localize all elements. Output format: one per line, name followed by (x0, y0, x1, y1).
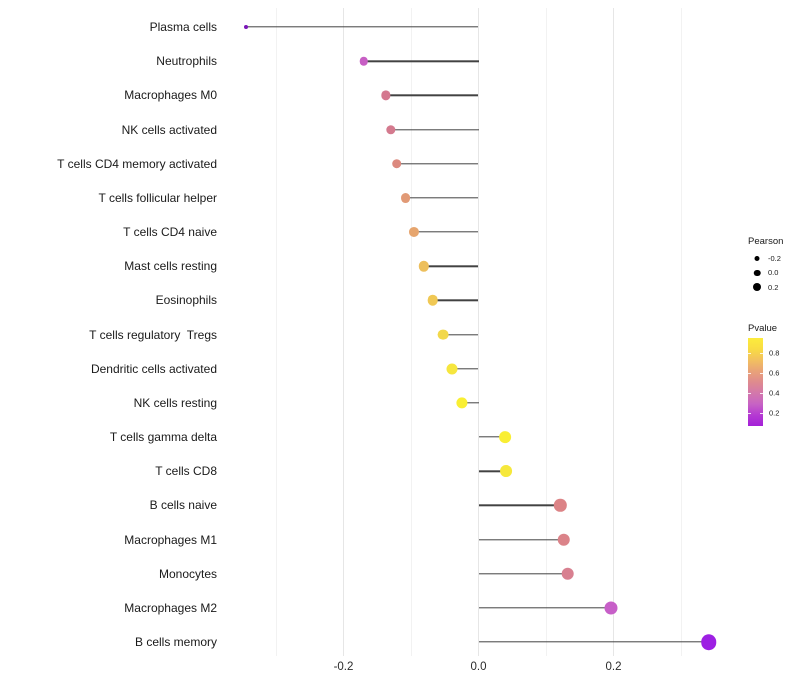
y-axis-label: NK cells activated (121, 122, 217, 137)
data-point (446, 363, 458, 375)
data-point (381, 90, 391, 100)
pearson-legend-entry: -0.2 (748, 251, 783, 266)
legend-size-dot (754, 255, 760, 261)
gridline (275, 8, 277, 656)
data-point (244, 25, 249, 29)
pvalue-tick-mark (760, 373, 763, 374)
y-axis-label: T cells regulatory Tregs (89, 327, 217, 342)
data-point (557, 533, 570, 546)
y-axis-label: Dendritic cells activated (90, 361, 217, 376)
y-axis-label: T cells follicular helper (98, 190, 218, 205)
pvalue-tick-label: 0.4 (769, 388, 780, 398)
y-axis-label: T cells gamma delta (109, 430, 217, 445)
data-point (418, 260, 430, 272)
pvalue-tick-mark (760, 413, 763, 414)
legend-size-label: 0.2 (768, 282, 779, 292)
pearson-legend-title: Pearson (748, 236, 784, 247)
pearson-legend-entries: -0.2 0.0 0.2 (748, 251, 783, 295)
data-point (359, 56, 368, 66)
pvalue-color-legend: Pvalue 0.8 0.6 0.4 0.2 (748, 323, 780, 426)
legend-size-label: 0.0 (768, 268, 779, 278)
data-point (427, 295, 438, 306)
data-point (604, 601, 618, 615)
lollipop-stick (461, 402, 479, 404)
pearson-legend-entry: 0.2 (748, 280, 783, 295)
gridline (545, 8, 547, 656)
y-axis-label: NK cells resting (133, 395, 217, 410)
y-axis-label: T cells CD8 (155, 464, 217, 479)
pvalue-tick-label: 0.2 (769, 408, 780, 418)
lollipop-stick (478, 607, 612, 609)
gridline (478, 8, 479, 656)
pvalue-tick-mark (760, 393, 763, 394)
y-axis-label: Mast cells resting (124, 259, 217, 274)
y-axis-label: Macrophages M2 (124, 600, 217, 615)
pvalue-tick-mark (760, 353, 763, 354)
pvalue-gradient-wrap: 0.8 0.6 0.4 0.2 (748, 338, 780, 426)
legend-size-dot (753, 269, 761, 276)
lollipop-stick (478, 436, 505, 438)
lollipop-stick (442, 333, 479, 336)
data-point (561, 567, 574, 581)
data-point (456, 397, 468, 409)
lollipop-stick (390, 128, 479, 131)
lollipop-stick (363, 60, 479, 62)
gridline (680, 8, 682, 656)
data-point (500, 465, 513, 478)
gridline (613, 8, 614, 656)
data-point (400, 192, 411, 203)
legend-size-dot (753, 283, 761, 292)
data-point (392, 158, 402, 169)
y-axis-label: Plasma cells (149, 20, 217, 34)
data-point (408, 226, 419, 238)
y-axis-label: T cells CD4 naive (123, 225, 217, 240)
y-axis-label: Macrophages M0 (124, 88, 217, 103)
lollipop-stick (478, 504, 561, 507)
x-axis-tick-label: -0.2 (333, 661, 354, 673)
y-axis-label: B cells memory (134, 635, 217, 650)
lollipop-stick (413, 231, 479, 233)
lollipop-stick (423, 265, 479, 267)
y-axis-label: Neutrophils (156, 54, 217, 69)
y-axis-label: Monocytes (158, 566, 217, 581)
data-point (386, 124, 396, 135)
y-axis-label: Eosinophils (155, 293, 217, 308)
pvalue-tick-label: 0.8 (769, 348, 780, 358)
gridline (343, 8, 344, 656)
lollipop-stick (396, 162, 479, 165)
pearson-legend-entry: 0.0 (748, 266, 783, 281)
y-axis-label: T cells CD4 memory activated (57, 156, 217, 171)
x-axis-tick-label: 0.0 (470, 661, 487, 673)
pvalue-legend-title: Pvalue (748, 323, 778, 334)
pvalue-gradient-bar (748, 338, 763, 426)
data-point (553, 499, 567, 512)
y-axis-label: B cells naive (149, 498, 217, 513)
lollipop-stick (478, 641, 709, 643)
lollipop-stick (246, 26, 479, 28)
lollipop-stick (452, 367, 479, 370)
pearson-size-legend: Pearson -0.2 0.0 0.2 (748, 236, 783, 295)
lollipop-stick (405, 197, 479, 199)
data-point (437, 329, 449, 340)
lollipop-stick (386, 94, 479, 97)
lollipop-stick (432, 299, 479, 302)
pvalue-tick-mark (748, 413, 751, 414)
data-point (700, 634, 717, 650)
pvalue-tick-mark (748, 353, 751, 354)
pvalue-tick-mark (748, 393, 751, 394)
data-point (498, 431, 511, 443)
legend-size-label: -0.2 (768, 253, 781, 263)
x-axis-tick-label: 0.2 (605, 661, 622, 673)
pvalue-tick-label: 0.6 (769, 368, 780, 378)
lollipop-stick (478, 470, 507, 472)
pvalue-tick-mark (748, 373, 751, 374)
gridline (410, 8, 412, 656)
lollipop-stick (478, 538, 564, 541)
lollipop-stick (478, 573, 568, 575)
y-axis-label: Macrophages M1 (124, 532, 217, 547)
